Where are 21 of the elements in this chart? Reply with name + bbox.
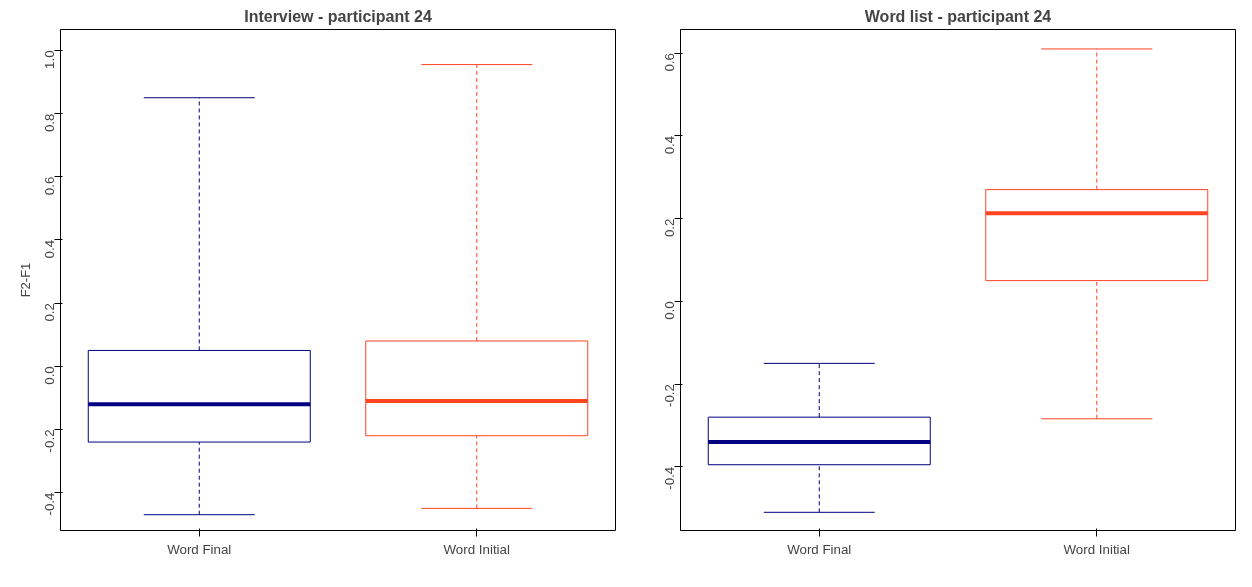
y-tick-label: 0.8 (42, 113, 57, 133)
x-tick-label: Word Final (167, 541, 232, 557)
y-tick-label: -0.4 (42, 492, 57, 516)
y-tick-label: 0.2 (662, 218, 677, 238)
y-tick-label: 0.0 (662, 301, 677, 320)
y-tick-label: 0.0 (42, 366, 57, 385)
y-tick-label: 0.4 (662, 135, 677, 155)
y-tick-label: 0.2 (42, 303, 57, 322)
y-tick-label: -0.2 (42, 429, 57, 453)
y-tick-label: -0.2 (662, 384, 677, 408)
y-tick-label: 1.0 (42, 50, 57, 69)
x-tick-label: Word Initial (443, 541, 510, 557)
y-tick-label: 0.6 (662, 53, 677, 72)
x-tick-label: Word Final (787, 541, 852, 557)
y-tick-label: 0.6 (42, 176, 57, 196)
x-tick-label: Word Initial (1063, 541, 1130, 557)
y-tick-label: 0.4 (42, 239, 57, 259)
y-axis-title: F2-F1 (17, 262, 33, 298)
y-tick-label: -0.4 (662, 466, 677, 490)
chart-title: Interview - participant 24 (244, 7, 432, 25)
chart-title: Word list - participant 24 (864, 7, 1052, 25)
